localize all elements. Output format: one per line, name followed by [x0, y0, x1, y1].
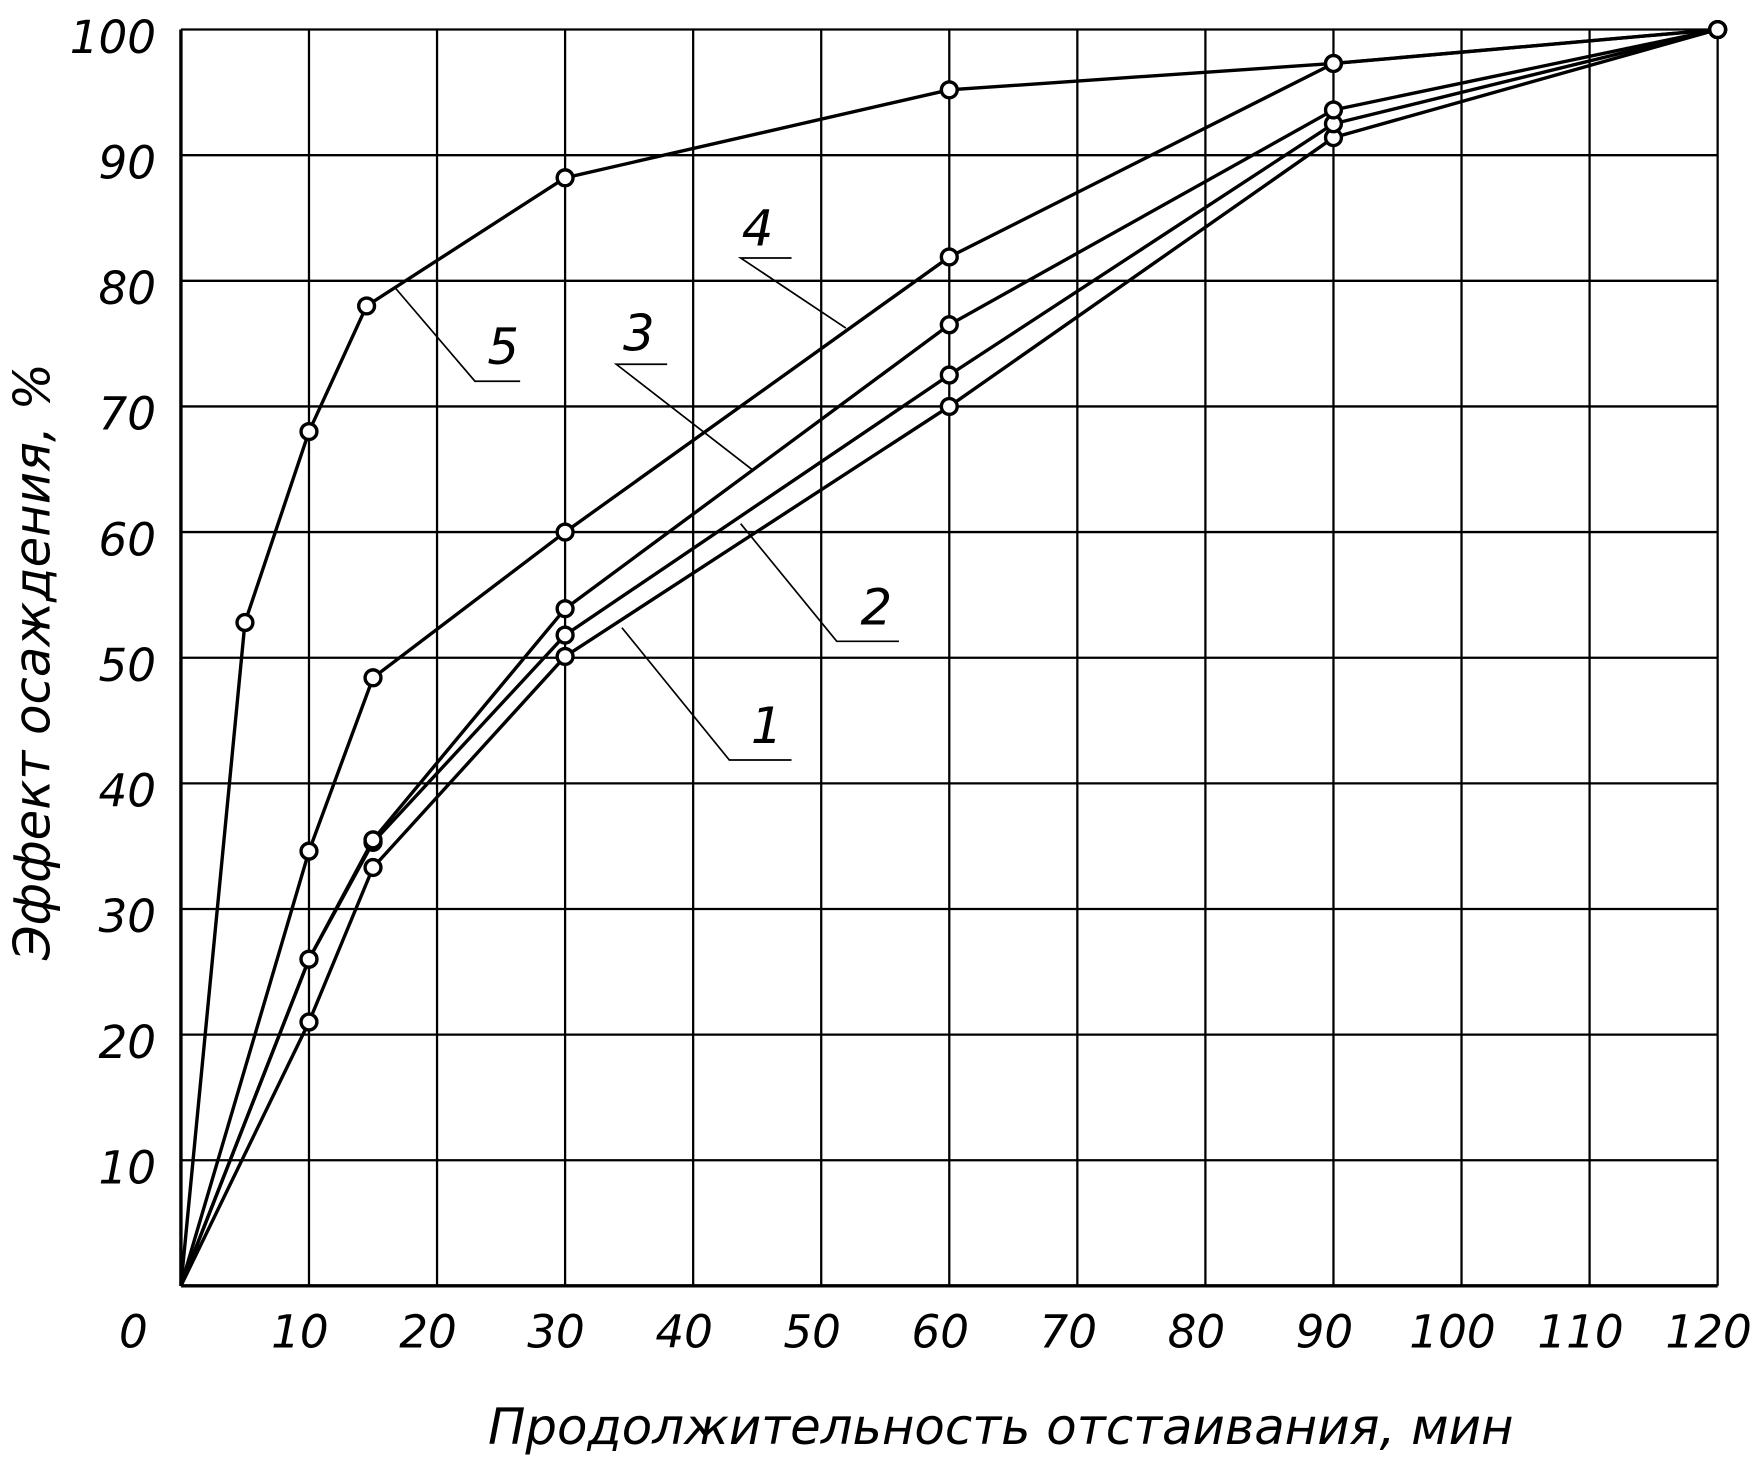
leader-line [395, 287, 521, 383]
leader-line [621, 627, 792, 761]
data-point [363, 668, 383, 688]
data-point [299, 841, 319, 861]
x-tick-label: 90 [1296, 1306, 1354, 1359]
data-point [555, 646, 575, 667]
data-point [356, 296, 377, 316]
data-point [235, 612, 255, 633]
data-point [1323, 53, 1344, 74]
leader-line [613, 363, 753, 471]
x-tick-label: 120 [1665, 1306, 1751, 1359]
x-tick-label: 50 [783, 1306, 841, 1359]
x-tick-label: 0 [119, 1306, 148, 1359]
data-point [939, 396, 959, 417]
data-point [555, 599, 575, 619]
x-tick-label: 70 [1040, 1306, 1098, 1359]
y-axis-title: Эффект осаждения, % [4, 363, 62, 961]
leader-line [737, 257, 847, 329]
y-tick-label: 30 [98, 890, 156, 943]
y-tick-label: 80 [98, 262, 156, 315]
y-tick-label: 50 [98, 639, 156, 692]
series-line [179, 27, 1718, 1287]
data-point [299, 949, 319, 969]
data-point [299, 421, 319, 442]
data-point [1708, 19, 1728, 40]
x-tick-label: 110 [1537, 1306, 1623, 1359]
x-tick-label: 10 [271, 1306, 329, 1359]
data-point [939, 80, 959, 100]
data-point [1323, 100, 1344, 120]
x-tick-label: 80 [1168, 1306, 1226, 1359]
y-tick-label: 10 [98, 1142, 156, 1195]
x-tick-label: 60 [911, 1306, 969, 1359]
data-point [555, 522, 575, 542]
x-tick-label: 30 [527, 1306, 585, 1359]
data-point [555, 168, 575, 188]
data-point [555, 625, 575, 645]
series-label: 4 [742, 199, 774, 257]
series-label: 5 [487, 318, 519, 376]
data-point [363, 857, 383, 878]
series-label: 2 [861, 578, 893, 636]
series-label: 1 [751, 697, 783, 755]
data-point [299, 1012, 319, 1032]
x-tick-label: 40 [655, 1306, 713, 1359]
y-tick-label: 20 [98, 1016, 156, 1069]
data-point [939, 315, 959, 335]
x-tick-label: 20 [399, 1306, 457, 1359]
y-tick-label: 40 [98, 765, 156, 818]
leader-line [739, 523, 899, 643]
y-tick-label: 90 [98, 136, 156, 189]
x-tick-label: 100 [1409, 1306, 1495, 1359]
data-point [939, 365, 959, 385]
x-axis-title: Продолжительность отстаивания, мин [488, 1398, 1514, 1456]
y-tick-label: 60 [98, 513, 156, 566]
data-point [939, 247, 959, 267]
data-point [363, 830, 383, 850]
y-tick-label: 100 [70, 11, 156, 64]
series-label: 3 [623, 305, 655, 363]
y-tick-label: 70 [98, 388, 156, 441]
